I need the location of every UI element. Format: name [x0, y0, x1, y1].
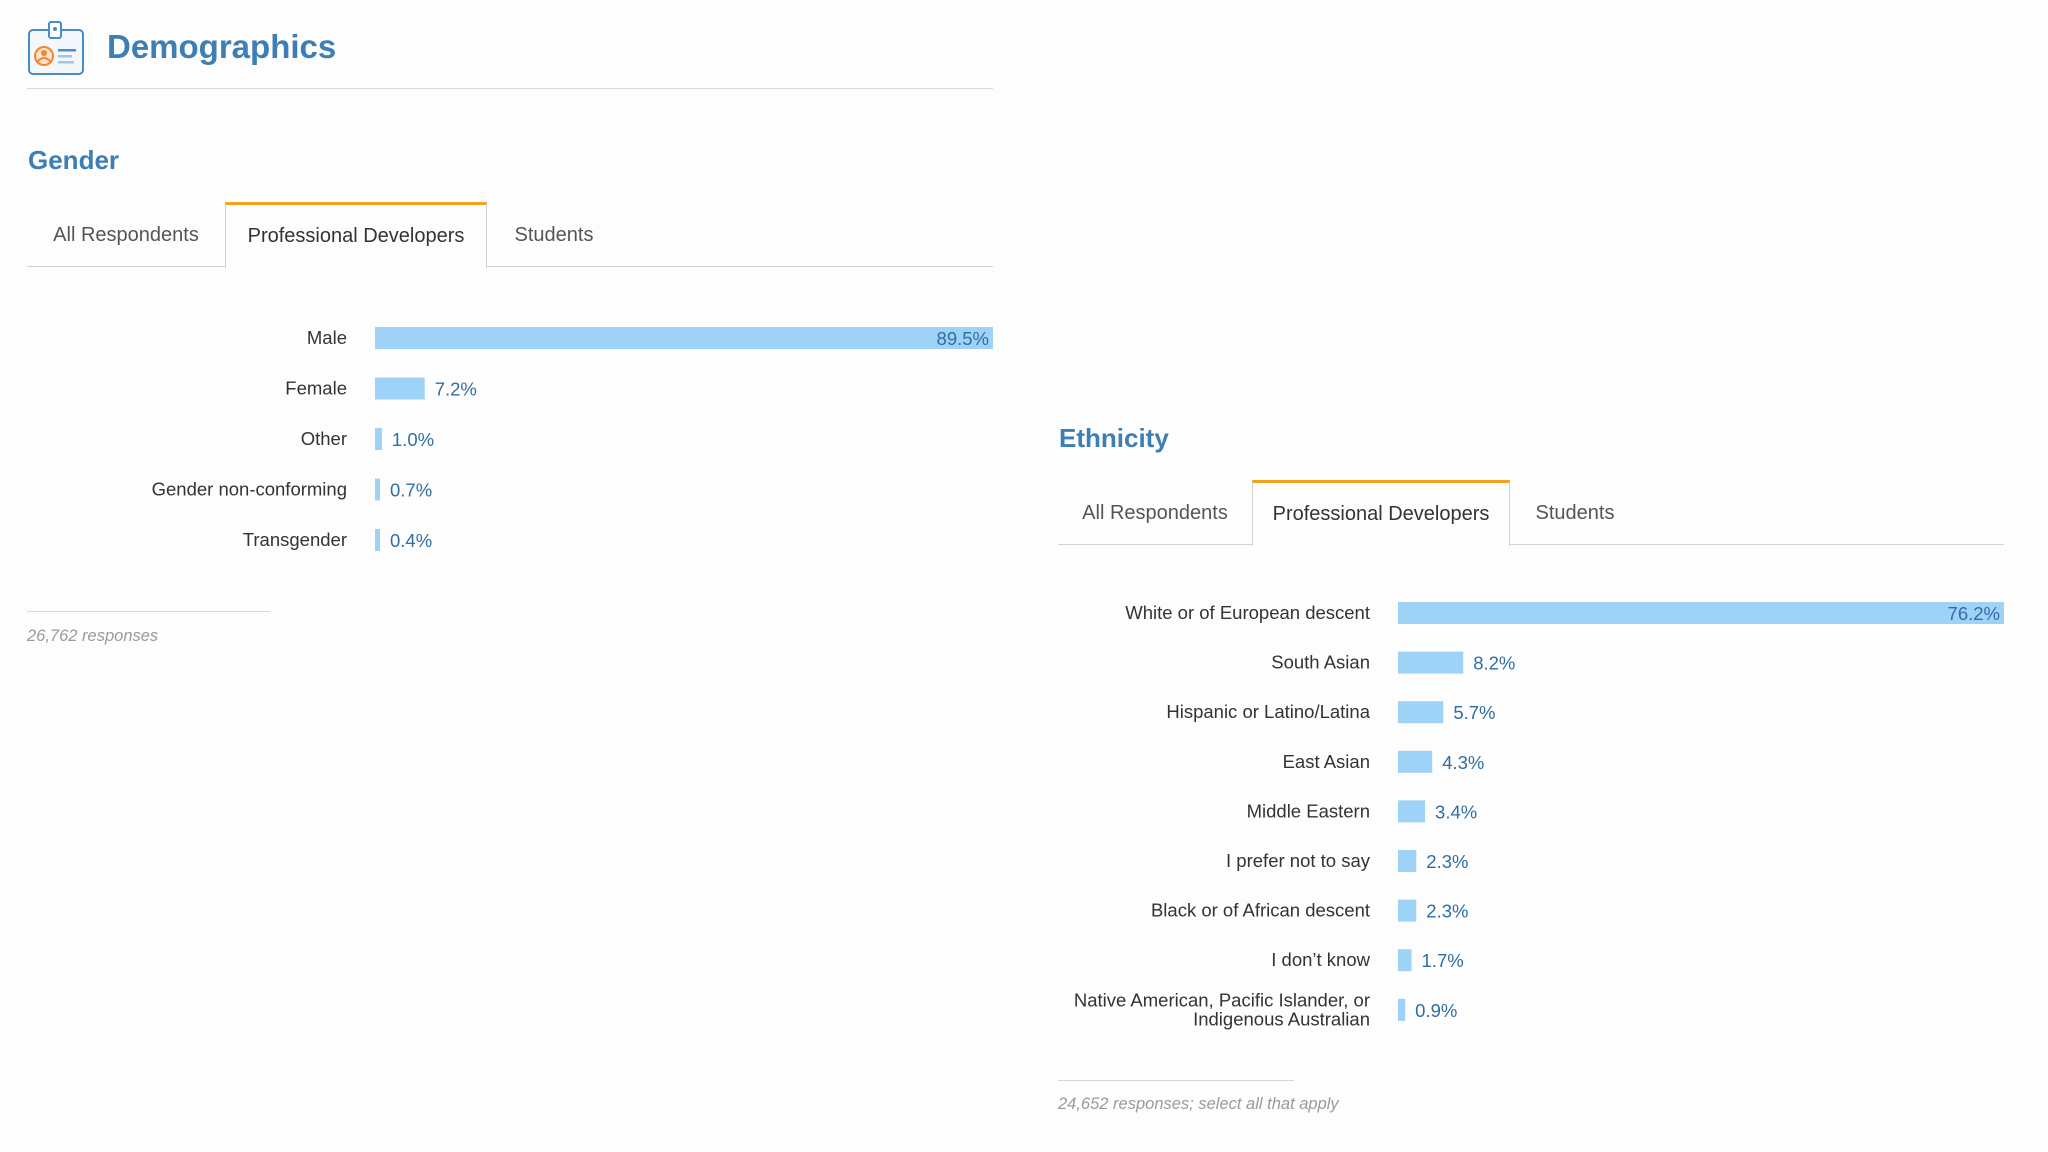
- gender-tabs: All Respondents Professional Developers …: [27, 202, 993, 268]
- value-label: 2.3%: [1426, 851, 1468, 872]
- category-label: I don’t know: [1271, 949, 1370, 970]
- value-label: 1.0%: [392, 429, 434, 450]
- value-label: 0.4%: [390, 530, 432, 551]
- category-label: Female: [285, 378, 347, 399]
- value-label: 1.7%: [1422, 950, 1464, 971]
- value-label: 89.5%: [937, 328, 989, 349]
- category-label: Hispanic or Latino/Latina: [1166, 701, 1370, 722]
- gender-footnote: 26,762 responses: [27, 627, 159, 645]
- category-label: Transgender: [243, 529, 347, 550]
- gender-section: Gender All Respondents Professional Deve…: [27, 140, 993, 660]
- category-label: White or of European descent: [1125, 602, 1370, 623]
- bar: [1398, 998, 1406, 1021]
- page-header: Demographics: [27, 18, 993, 89]
- gender-heading: Gender: [28, 145, 120, 175]
- page-title: Demographics: [107, 28, 337, 65]
- tab-professional-developers[interactable]: Professional Developers: [1252, 480, 1510, 546]
- bar: [1398, 850, 1417, 872]
- id-badge-icon: [28, 21, 84, 75]
- value-label: 7.2%: [435, 379, 477, 400]
- bar: [1398, 899, 1417, 922]
- category-label: Middle Eastern: [1247, 800, 1370, 821]
- bar: [1398, 949, 1412, 972]
- bar-chart-svg: Male 89.5% Female 7.2% Other 1.0% Gender non-c…: [152, 327, 993, 551]
- value-label: 2.3%: [1426, 901, 1468, 922]
- bar: [1398, 800, 1426, 823]
- value-label: 8.2%: [1473, 653, 1515, 674]
- tab-students[interactable]: Students: [514, 224, 594, 246]
- ethnicity-footnote-divider: [1058, 1080, 1294, 1081]
- tab-all-respondents[interactable]: All Respondents: [53, 224, 199, 246]
- tab-professional-developers[interactable]: Professional Developers: [225, 202, 487, 268]
- tab-students[interactable]: Students: [1535, 502, 1615, 524]
- value-label: 76.2%: [1948, 603, 2000, 624]
- bar: [375, 428, 382, 450]
- value-label: 5.7%: [1453, 702, 1495, 723]
- ethnicity-section: Ethnicity All Respondents Professional D…: [1058, 418, 2004, 546]
- category-label: I prefer not to say: [1226, 850, 1371, 871]
- category-label: Other: [301, 428, 347, 449]
- bar: [375, 529, 380, 551]
- ethnicity-chart: White or of European descent 76.2% South A…: [1058, 590, 2004, 1050]
- ethnicity-tabs: All Respondents Professional Developers …: [1058, 480, 2004, 546]
- tab-all-respondents[interactable]: All Respondents: [1082, 502, 1228, 524]
- gender-footnote-divider: [27, 611, 270, 612]
- bar: [1398, 651, 1464, 674]
- value-label: 3.4%: [1435, 801, 1477, 822]
- bar: [375, 327, 993, 349]
- category-label: South Asian: [1271, 652, 1370, 673]
- category-label: East Asian: [1283, 751, 1370, 772]
- value-label: 0.9%: [1415, 1000, 1457, 1021]
- bar: [375, 478, 380, 501]
- bar: [1398, 701, 1444, 724]
- gender-chart: Male 89.5% Female 7.2% Other 1.0% Gender non-c…: [27, 315, 993, 575]
- bar: [375, 377, 425, 400]
- category-label: Native American, Pacific Islander, or Ind…: [1074, 989, 1370, 1029]
- ethnicity-heading: Ethnicity: [1059, 423, 1169, 453]
- bar: [1398, 602, 2004, 624]
- value-label: 4.3%: [1442, 752, 1484, 773]
- bar: [1398, 750, 1433, 773]
- ethnicity-footnote: 24,652 responses; select all that apply: [1058, 1095, 1339, 1113]
- category-label: Gender non-conforming: [152, 479, 347, 500]
- bar-chart-svg: White or of European descent 76.2% South A…: [1074, 602, 2004, 1029]
- value-label: 0.7%: [390, 480, 432, 501]
- category-label: Black or of African descent: [1151, 900, 1370, 921]
- category-label: Male: [307, 327, 347, 348]
